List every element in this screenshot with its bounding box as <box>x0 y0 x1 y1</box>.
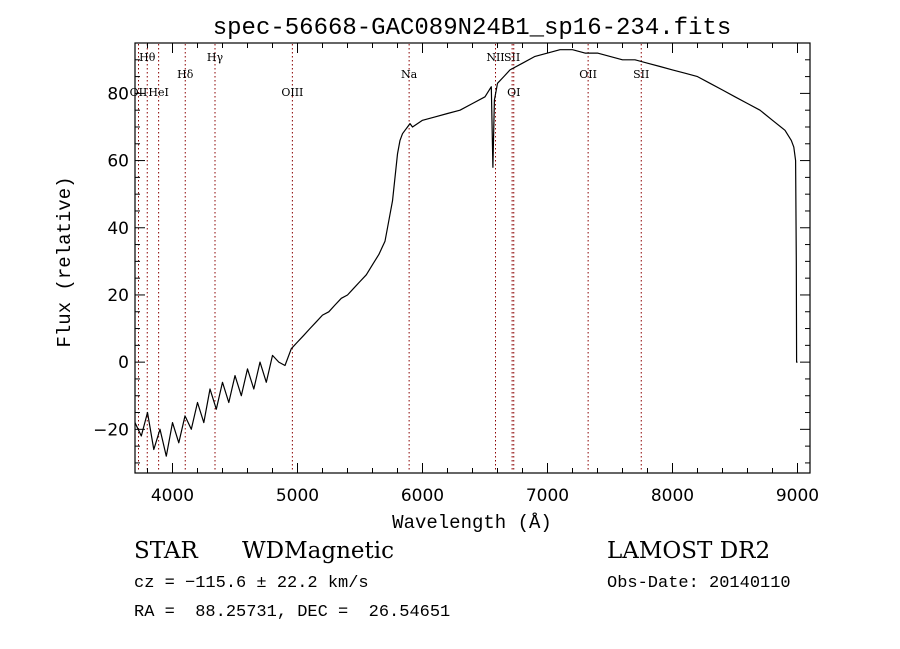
survey-name: LAMOST DR2 <box>607 538 771 564</box>
x-tick-label: 5000 <box>276 486 319 506</box>
y-tick-label: 20 <box>107 286 129 306</box>
observation-date: Obs-Date: 20140110 <box>607 574 791 593</box>
spectral-line-label: OI <box>507 86 520 99</box>
y-tick-label: −20 <box>93 420 129 440</box>
chart-title: spec-56668-GAC089N24B1_sp16-234.fits <box>213 15 731 42</box>
redshift-velocity: cz = −115.6 ± 22.2 km/s <box>134 574 369 593</box>
spectral-line-label: HeI <box>148 86 168 99</box>
spectral-line-label: Hθ <box>139 51 156 64</box>
x-tick-label: 8000 <box>651 486 694 506</box>
x-tick-label: 6000 <box>401 486 444 506</box>
plot-frame <box>134 42 811 474</box>
object-class: STAR <box>134 538 198 564</box>
spectral-line-label: Hγ <box>207 51 224 64</box>
axes-box <box>134 42 811 474</box>
y-tick-label: 40 <box>107 219 129 239</box>
spectrum-line <box>134 49 798 457</box>
axis-ticks <box>135 42 810 473</box>
spectral-line-label: OII <box>579 68 597 81</box>
spectral-line-label: SII <box>504 51 520 64</box>
spectral-line-label: OII <box>130 86 148 99</box>
tick-labels: 4000 5000 6000 7000 8000 9000 −20 0 20 40 60 80 <box>93 84 819 506</box>
spectral-line-label: Hδ <box>177 68 194 81</box>
spectral-line-label: OIII <box>281 86 303 99</box>
coordinates: RA = 88.25731, DEC = 26.54651 <box>134 603 451 622</box>
y-tick-label: 0 <box>118 353 129 373</box>
y-tick-label: 80 <box>107 84 129 104</box>
spectral-line-label: NII <box>486 51 504 64</box>
y-tick-label: 60 <box>107 152 129 172</box>
spectrum-series <box>134 49 798 457</box>
x-axis-label: Wavelength (Å) <box>392 512 552 534</box>
spectral-line-label: SII <box>633 68 649 81</box>
x-tick-label: 9000 <box>776 486 819 506</box>
x-tick-label: 7000 <box>526 486 569 506</box>
spectral-line-label: Na <box>401 68 418 81</box>
x-tick-label: 4000 <box>151 486 194 506</box>
object-subclass: WDMagnetic <box>242 538 394 564</box>
y-axis-label: Flux (relative) <box>54 176 76 347</box>
